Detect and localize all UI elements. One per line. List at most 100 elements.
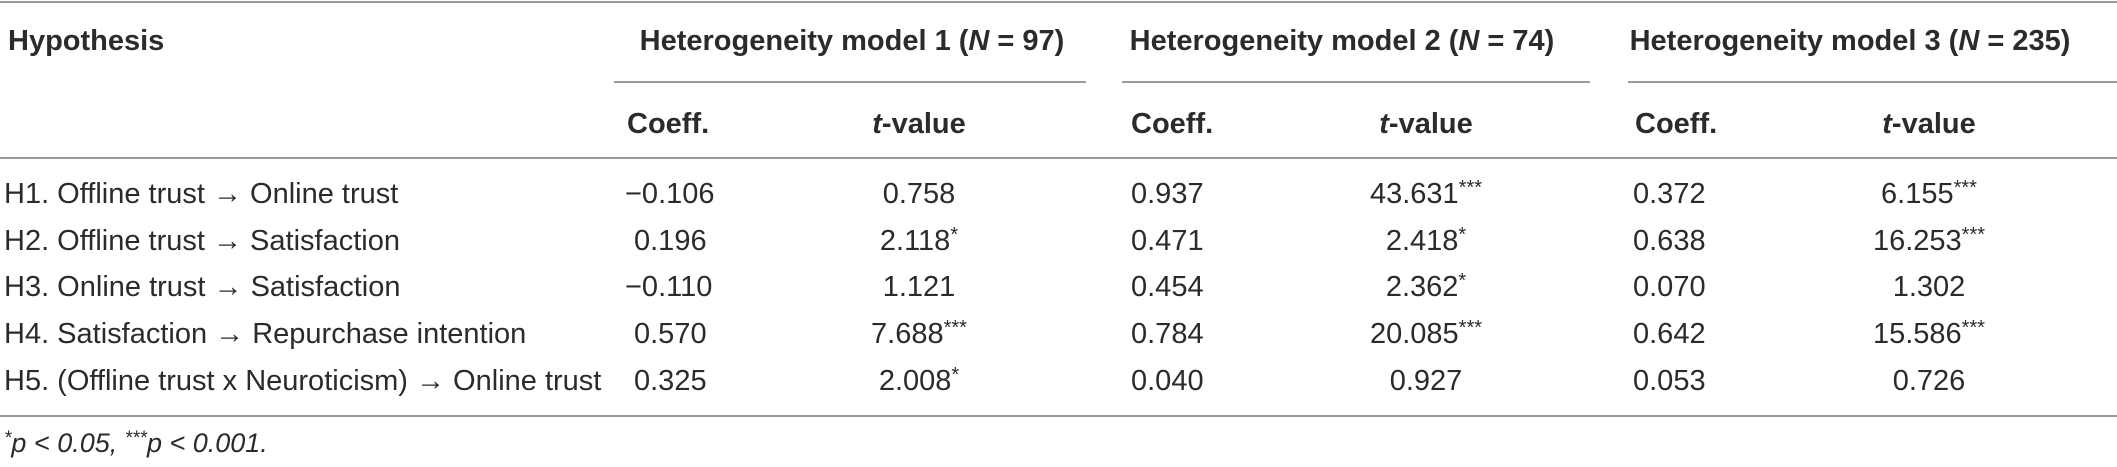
table-row-h5-hypothesis: H5. (Offline trust x Neuroticism) → Onli… [4, 364, 601, 398]
significance-marker: *** [1458, 317, 1483, 339]
table-row-h2-t-2: 2.418* [1386, 224, 1466, 258]
footnote-sig-1: * [4, 428, 12, 449]
t-value: 2.418 [1385, 225, 1459, 257]
t-rest: -value [881, 108, 966, 140]
hypothesis-text: H3. Online trust → Satisfaction [4, 271, 401, 303]
header-coeff-2: Coeff. [1131, 107, 1213, 141]
model-3-n-label: N [1958, 25, 1980, 57]
significance-marker: * [1458, 224, 1467, 246]
footnote-text-1: p < 0.05, [11, 428, 125, 458]
header-coeff-1: Coeff. [627, 107, 709, 141]
model-2-n-value: = 74) [1479, 25, 1555, 57]
hypothesis-text: H5. (Offline trust x Neuroticism) → Onli… [4, 365, 602, 397]
table-row-h1-coeff-3: 0.372 [1633, 177, 1706, 211]
model-1-prefix: Heterogeneity model 1 ( [639, 25, 969, 57]
coeff-value: 0.372 [1633, 178, 1706, 210]
coeff-value: −0.110 [625, 271, 713, 303]
model-3-prefix: Heterogeneity model 3 ( [1629, 25, 1959, 57]
table-row-h5-t-2: 0.927 [1390, 364, 1463, 398]
t-italic: t [1882, 108, 1892, 140]
header-t-value-1: t-value [872, 107, 966, 141]
t-value: 2.118 [879, 225, 951, 257]
header-hypothesis-text: Hypothesis [8, 25, 165, 57]
table-row-h1-t-3: 6.155*** [1881, 177, 1977, 211]
model-1-underline [614, 81, 1086, 83]
coeff-label: Coeff. [1131, 108, 1214, 140]
footnote-sig-2: *** [124, 428, 147, 449]
significance-marker: *** [1953, 177, 1977, 199]
table-row-h4-t-3: 15.586*** [1873, 317, 1985, 351]
significance-marker: * [1458, 270, 1467, 292]
significance-marker: *** [1961, 317, 1986, 339]
table-row-h2-coeff-2: 0.471 [1131, 224, 1204, 258]
table-footnote: *p < 0.05, ***p < 0.001. [4, 427, 268, 459]
table-row-h1-coeff-2: 0.937 [1131, 177, 1204, 211]
t-value: 1.121 [882, 271, 956, 303]
table-row-h2-t-3: 16.253*** [1873, 224, 1985, 258]
table-row-h1-t-2: 43.631*** [1370, 177, 1482, 211]
table-row-h2-coeff-3: 0.638 [1633, 224, 1706, 258]
t-value: 2.362 [1385, 271, 1459, 303]
table-row-h1-hypothesis: H1. Offline trust → Online trust [4, 177, 398, 211]
coeff-label: Coeff. [627, 108, 710, 140]
model-2-prefix: Heterogeneity model 2 ( [1129, 25, 1459, 57]
coeff-value: 0.454 [1131, 271, 1204, 303]
t-value: 20.085 [1369, 318, 1459, 350]
t-italic: t [1379, 108, 1389, 140]
t-value: 0.927 [1389, 365, 1463, 397]
t-value: 0.726 [1892, 365, 1966, 397]
hypothesis-text: H4. Satisfaction → Repurchase intention [4, 318, 527, 350]
header-model-2: Heterogeneity model 2 (N = 74) [1130, 24, 1555, 58]
table-row-h1-t-1: 0.758 [883, 177, 956, 211]
header-t-value-3: t-value [1882, 107, 1976, 141]
t-value: 1.302 [1892, 271, 1966, 303]
coeff-value: 0.638 [1633, 225, 1706, 257]
table-row-h3-t-2: 2.362* [1386, 270, 1466, 304]
table-row-h5-t-1: 2.008* [879, 364, 959, 398]
coeff-value: 0.196 [634, 225, 707, 257]
t-value: 0.758 [882, 178, 956, 210]
table-row-h3-t-3: 1.302 [1893, 270, 1966, 304]
model-3-underline [1628, 81, 2117, 83]
table-row-h3-t-1: 1.121 [883, 270, 956, 304]
coeff-value: 0.937 [1131, 178, 1204, 210]
coeff-value: 0.070 [1633, 271, 1706, 303]
table-row-h3-hypothesis: H3. Online trust → Satisfaction [4, 270, 401, 304]
table-row-h3-coeff-1: −0.110 [625, 270, 712, 304]
t-italic: t [872, 108, 882, 140]
coeff-value: 0.642 [1633, 318, 1706, 350]
significance-marker: *** [1961, 224, 1986, 246]
significance-marker: * [951, 364, 960, 386]
coeff-value: 0.040 [1131, 365, 1204, 397]
model-2-underline [1122, 81, 1590, 83]
t-value: 6.155 [1881, 178, 1954, 210]
model-1-n-value: = 97) [989, 25, 1065, 57]
header-t-value-2: t-value [1379, 107, 1473, 141]
table-row-h5-coeff-2: 0.040 [1131, 364, 1204, 398]
coeff-value: 0.053 [1633, 365, 1706, 397]
table-row-h4-coeff-3: 0.642 [1633, 317, 1706, 351]
coeff-value: 0.325 [634, 365, 707, 397]
hypothesis-text: H1. Offline trust → Online trust [4, 178, 399, 210]
coeff-label: Coeff. [1635, 108, 1718, 140]
table-row-h4-coeff-2: 0.784 [1131, 317, 1204, 351]
table-row-h1-coeff-1: −0.106 [625, 177, 715, 211]
header-model-3: Heterogeneity model 3 (N = 235) [1630, 24, 2071, 58]
t-value: 2.008 [878, 365, 952, 397]
footnote-text-2: p < 0.001. [146, 428, 268, 458]
significance-marker: *** [943, 317, 967, 339]
t-value: 15.586 [1872, 318, 1962, 350]
header-model-1: Heterogeneity model 1 (N = 97) [640, 24, 1065, 58]
table-row-h4-coeff-1: 0.570 [634, 317, 707, 351]
coeff-value: −0.106 [625, 178, 715, 210]
model-1-n-label: N [968, 25, 990, 57]
significance-marker: * [950, 224, 959, 246]
model-2-n-label: N [1458, 25, 1480, 57]
table-row-h5-coeff-3: 0.053 [1633, 364, 1706, 398]
table-top-rule [0, 1, 2117, 3]
table-row-h3-coeff-2: 0.454 [1131, 270, 1204, 304]
table-row-h5-coeff-1: 0.325 [634, 364, 707, 398]
model-3-n-value: = 235) [1979, 25, 2071, 57]
header-coeff-3: Coeff. [1635, 107, 1717, 141]
header-hypothesis: Hypothesis [8, 24, 164, 58]
